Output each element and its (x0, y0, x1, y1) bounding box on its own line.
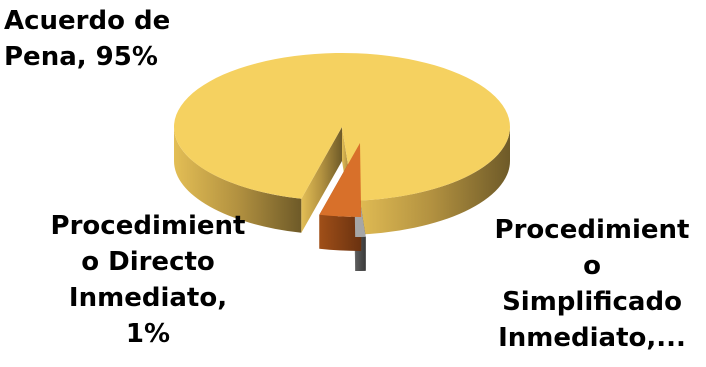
pie-slice-cut-face (301, 127, 342, 233)
slice-label-line: Procedimient (494, 215, 690, 245)
slice-label-line: Pena, 95% (4, 42, 158, 72)
pie-slice-side (353, 127, 510, 235)
pie-slice (173, 53, 510, 201)
slice-label-line: Inmediato, (68, 283, 228, 313)
slice-label-line: o Directo (81, 247, 215, 277)
pie-slice (319, 143, 362, 217)
slice-label-line: Acuerdo de (4, 6, 171, 36)
slice-label-acuerdo-de-pena: Acuerdo de Pena, 95% (4, 3, 170, 75)
slice-label-line: o (583, 251, 601, 281)
pie-slice-side (174, 127, 302, 233)
slice-label-line: Procedimient (50, 211, 246, 241)
slice-label-line: Simplificado (502, 287, 682, 317)
slice-label-procedimiento-simplificado-inmediato: Procedimient o Simplificado Inmediato,..… (478, 212, 706, 356)
slice-label-line: Inmediato,... (498, 323, 686, 353)
slice-label-procedimiento-directo-inmediato: Procedimient o Directo Inmediato, 1% (28, 208, 268, 352)
slice-label-line: 1% (125, 319, 171, 349)
